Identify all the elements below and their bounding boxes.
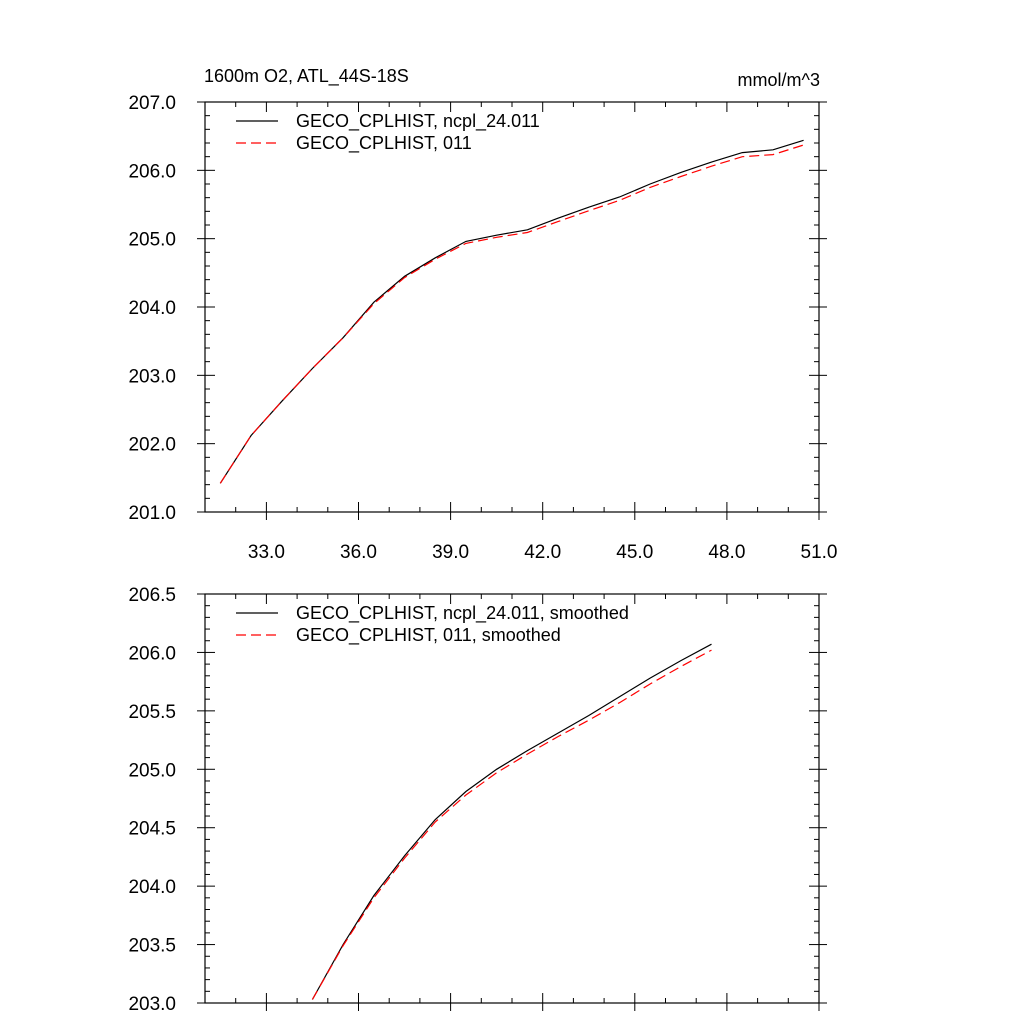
bottom-y-tick-label: 203.5 <box>128 936 176 957</box>
top-x-tick-label: 45.0 <box>616 542 653 563</box>
bottom-legend-label-2: GECO_CPLHIST, 011, smoothed <box>296 625 561 646</box>
top-y-tick-label: 203.0 <box>128 366 176 387</box>
top-y-tick-label: 201.0 <box>128 503 176 524</box>
figure-title: 1600m O2, ATL_44S-18S <box>204 66 409 87</box>
bottom-y-tick-label: 204.5 <box>128 819 176 840</box>
bottom-y-tick-label: 205.5 <box>128 702 176 723</box>
bottom-legend-label-1: GECO_CPLHIST, ncpl_24.011, smoothed <box>296 603 629 624</box>
bottom-chart-panel: 203.0 203.5 204.0 204.5 205.0 205.5 206.0 206.5… <box>128 585 827 1015</box>
top-x-tick-label: 36.0 <box>340 542 377 563</box>
bottom-series-line-2 <box>311 649 712 1000</box>
top-x-tick-label: 42.0 <box>524 542 561 563</box>
top-series-line-2 <box>219 144 804 484</box>
top-legend-label-1: GECO_CPLHIST, ncpl_24.011 <box>296 111 540 132</box>
top-y-tick-label: 207.0 <box>128 93 176 114</box>
top-x-tick-label: 33.0 <box>248 542 285 563</box>
top-y-tick-label: 205.0 <box>128 230 176 251</box>
top-x-tick-label: 51.0 <box>801 542 838 563</box>
top-x-tick-label: 48.0 <box>708 542 745 563</box>
top-chart-panel: 33.0 36.0 39.0 42.0 45.0 48.0 51.0 201.0 202.0 20… <box>128 93 837 563</box>
top-legend-label-2: GECO_CPLHIST, 011 <box>296 133 472 154</box>
bottom-y-tick-label: 203.0 <box>128 994 176 1015</box>
top-y-tick-label: 202.0 <box>128 435 176 456</box>
units-label: mmol/m^3 <box>738 70 820 90</box>
bottom-y-tick-label: 206.0 <box>128 643 176 664</box>
bottom-y-tick-label: 206.5 <box>128 585 176 606</box>
bottom-plot-frame <box>204 593 820 1004</box>
top-y-tick-label: 204.0 <box>128 298 176 319</box>
top-series-line-1 <box>219 139 804 484</box>
bottom-y-tick-label: 205.0 <box>128 760 176 781</box>
bottom-series-line-1 <box>311 643 712 1000</box>
top-x-tick-label: 39.0 <box>432 542 469 563</box>
top-y-tick-label: 206.0 <box>128 161 176 182</box>
top-plot-frame <box>204 101 820 513</box>
bottom-y-tick-label: 204.0 <box>128 877 176 898</box>
